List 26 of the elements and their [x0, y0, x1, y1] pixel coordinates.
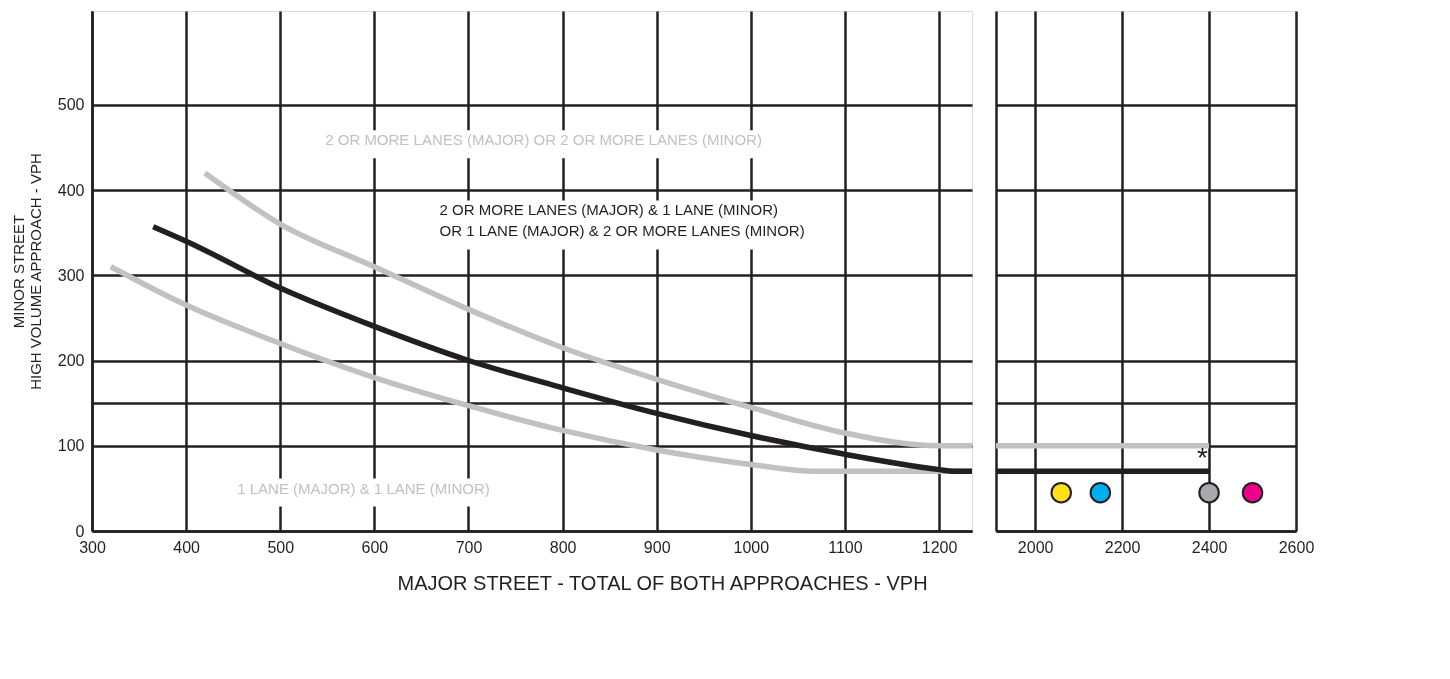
x-tick-label: 1000 — [733, 538, 770, 556]
x-tick-label: 1200 — [921, 538, 958, 556]
y-tick-label: 100 — [57, 437, 85, 455]
y-tick-label: 0 — [75, 522, 85, 540]
annotation: * — [1197, 442, 1208, 474]
x-tick-label: 600 — [361, 538, 389, 556]
x-tick-label: 2400 — [1191, 538, 1228, 556]
x-tick-label: 2200 — [1104, 538, 1141, 556]
x-axis-title: MAJOR STREET - TOTAL OF BOTH APPROACHES - VPH — [397, 571, 928, 594]
annotation: 2 OR MORE LANES (MAJOR) OR 2 OR MORE LANES (MINOR) — [325, 131, 762, 149]
x-tick-label: 900 — [643, 538, 671, 556]
y-tick-label: 300 — [57, 266, 85, 284]
annotation: 1 LANE (MAJOR) & 1 LANE (MINOR) — [237, 479, 490, 497]
x-tick-label: 500 — [267, 538, 295, 556]
x-tick-label: 2000 — [1017, 538, 1054, 556]
x-tick-label: 700 — [455, 538, 483, 556]
x-tick-label: 1100 — [828, 538, 863, 556]
y-tick-label: 200 — [57, 352, 85, 370]
annotation: 2 OR MORE LANES (MAJOR) & 1 LANE (MINOR) OR 1 LANE (MAJOR) & 2 OR MORE LANES (MINOR) — [439, 201, 805, 240]
y-axis-title: MINOR STREET HIGH VOLUME APPROACH - VPH — [9, 153, 44, 390]
x-tick-label: 2600 — [1278, 538, 1315, 556]
y-tick-label: 500 — [57, 96, 85, 114]
y-tick-label: 400 — [57, 181, 85, 199]
x-tick-label: 400 — [173, 538, 201, 556]
x-tick-label: 300 — [79, 538, 106, 556]
x-tick-label: 800 — [549, 538, 577, 556]
